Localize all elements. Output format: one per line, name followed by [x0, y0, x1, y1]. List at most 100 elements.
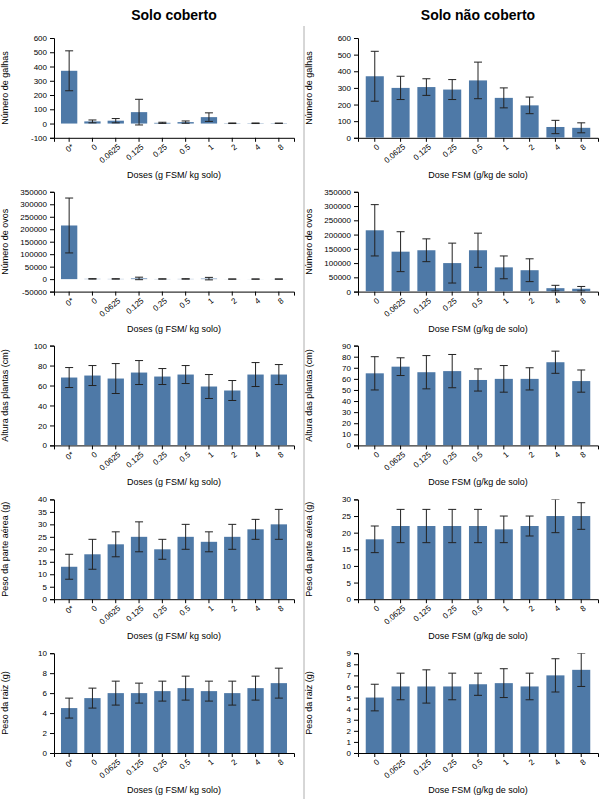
- x-tick: 2: [527, 138, 537, 152]
- y-tick: 200000: [324, 231, 358, 240]
- tick-label: 0.25: [151, 296, 169, 313]
- x-tick: 0.0625: [383, 445, 408, 472]
- panel: 0204060801000*00.06250.1250.250.51248Dos…: [0, 342, 294, 488]
- tick-mark: [255, 599, 256, 603]
- plot-area: [61, 198, 287, 280]
- error-bar: [526, 673, 534, 700]
- tick-label: 250000: [20, 213, 47, 222]
- y-tick: 30: [342, 408, 358, 417]
- y-tick: 300000: [20, 200, 54, 209]
- axis-line: [50, 192, 55, 292]
- tick-mark: [255, 292, 256, 296]
- panel: 010203040506070809000.06250.1250.250.512…: [304, 342, 598, 488]
- tick-mark: [354, 742, 358, 743]
- error-bar: [448, 243, 456, 283]
- tick-mark: [426, 138, 427, 142]
- x-tick: 8: [276, 445, 286, 459]
- x-tick: 0.125: [124, 753, 146, 777]
- tick-label: 200: [34, 91, 48, 100]
- tick-mark: [354, 292, 358, 293]
- x-tick: 1: [206, 445, 216, 459]
- tick-mark: [50, 512, 54, 513]
- tick-mark: [278, 292, 279, 296]
- tick-label: 0.125: [124, 450, 146, 470]
- tick-mark: [162, 599, 163, 603]
- tick-mark: [354, 686, 358, 687]
- tick-label: 4: [553, 296, 563, 306]
- tick-label: 2: [347, 727, 352, 736]
- error-bar: [422, 356, 430, 389]
- x-tick: 0.125: [412, 599, 434, 623]
- x-tick: 0.25: [441, 292, 459, 314]
- error-bar: [158, 122, 166, 123]
- tick-mark: [452, 753, 453, 757]
- tick-label: 4: [253, 450, 263, 460]
- tick-label: 0: [90, 296, 100, 306]
- tick-mark: [354, 38, 358, 39]
- tick-mark: [115, 445, 116, 449]
- tick-mark: [139, 753, 140, 757]
- tick-label: 2: [527, 603, 537, 613]
- tick-mark: [69, 445, 70, 449]
- bar: [271, 375, 287, 446]
- tick-mark: [50, 95, 54, 96]
- y-tick: 250000: [324, 216, 358, 225]
- tick-mark: [503, 445, 504, 449]
- tick-label: 0.5: [178, 757, 193, 771]
- axis-line: [354, 500, 359, 600]
- tick-label: 600: [34, 34, 48, 43]
- tick-mark: [50, 713, 54, 714]
- y-tick: 300: [34, 77, 54, 86]
- tick-label: 4: [253, 142, 263, 152]
- plot-area: [61, 51, 287, 125]
- error-bar: [500, 88, 508, 108]
- error-bar: [577, 123, 585, 133]
- tick-mark: [50, 217, 54, 218]
- tick-label: 150000: [324, 245, 351, 254]
- panel: 0500001000001500002000002500003000003500…: [304, 188, 598, 334]
- tick-mark: [50, 366, 54, 367]
- axis-line: [55, 138, 295, 142]
- tick-mark: [581, 292, 582, 296]
- tick-mark: [354, 516, 358, 517]
- x-tick: 2: [527, 292, 537, 306]
- tick-label: 0: [372, 142, 382, 152]
- tick-mark: [50, 537, 54, 538]
- x-axis: 00.06250.1250.250.51248: [359, 445, 599, 472]
- tick-mark: [50, 753, 54, 754]
- x-tick: 0: [90, 599, 100, 613]
- y-tick: 3: [347, 716, 358, 725]
- tick-label: 0: [347, 441, 352, 450]
- y-tick: 30: [38, 520, 54, 529]
- y-tick: 350000: [20, 188, 54, 197]
- tick-label: 15: [38, 558, 47, 567]
- x-tick: 4: [553, 445, 563, 459]
- tick-label: 1: [206, 142, 216, 152]
- y-tick: 0: [347, 134, 358, 143]
- x-tick: 0.125: [124, 138, 146, 162]
- y-tick: 4: [347, 705, 358, 714]
- tick-label: 4: [253, 757, 263, 767]
- error-bar: [397, 76, 405, 99]
- tick-mark: [50, 587, 54, 588]
- y-axis-title: Altura das plantas (cm): [304, 349, 314, 442]
- y-axis-title: Peso da parte aérea (g): [304, 502, 314, 597]
- x-tick: 0.125: [124, 445, 146, 469]
- x-tick: 2: [230, 753, 240, 767]
- tick-mark: [208, 599, 209, 603]
- tick-mark: [50, 292, 54, 293]
- tick-label: 25: [38, 533, 47, 542]
- plot-area: [366, 51, 591, 137]
- tick-mark: [426, 445, 427, 449]
- tick-label: 80: [342, 353, 351, 362]
- tick-mark: [555, 599, 556, 603]
- tick-label: 0: [347, 595, 352, 604]
- tick-label: 90: [342, 342, 351, 351]
- tick-label: 2: [230, 450, 240, 460]
- tick-label: 0.125: [124, 757, 146, 777]
- x-tick: 0*: [64, 753, 76, 769]
- tick-mark: [50, 124, 54, 125]
- tick-label: 1: [501, 603, 511, 613]
- panel: 02468100*00.06250.1250.250.51248Doses (g…: [0, 649, 294, 795]
- error-bar: [526, 516, 534, 536]
